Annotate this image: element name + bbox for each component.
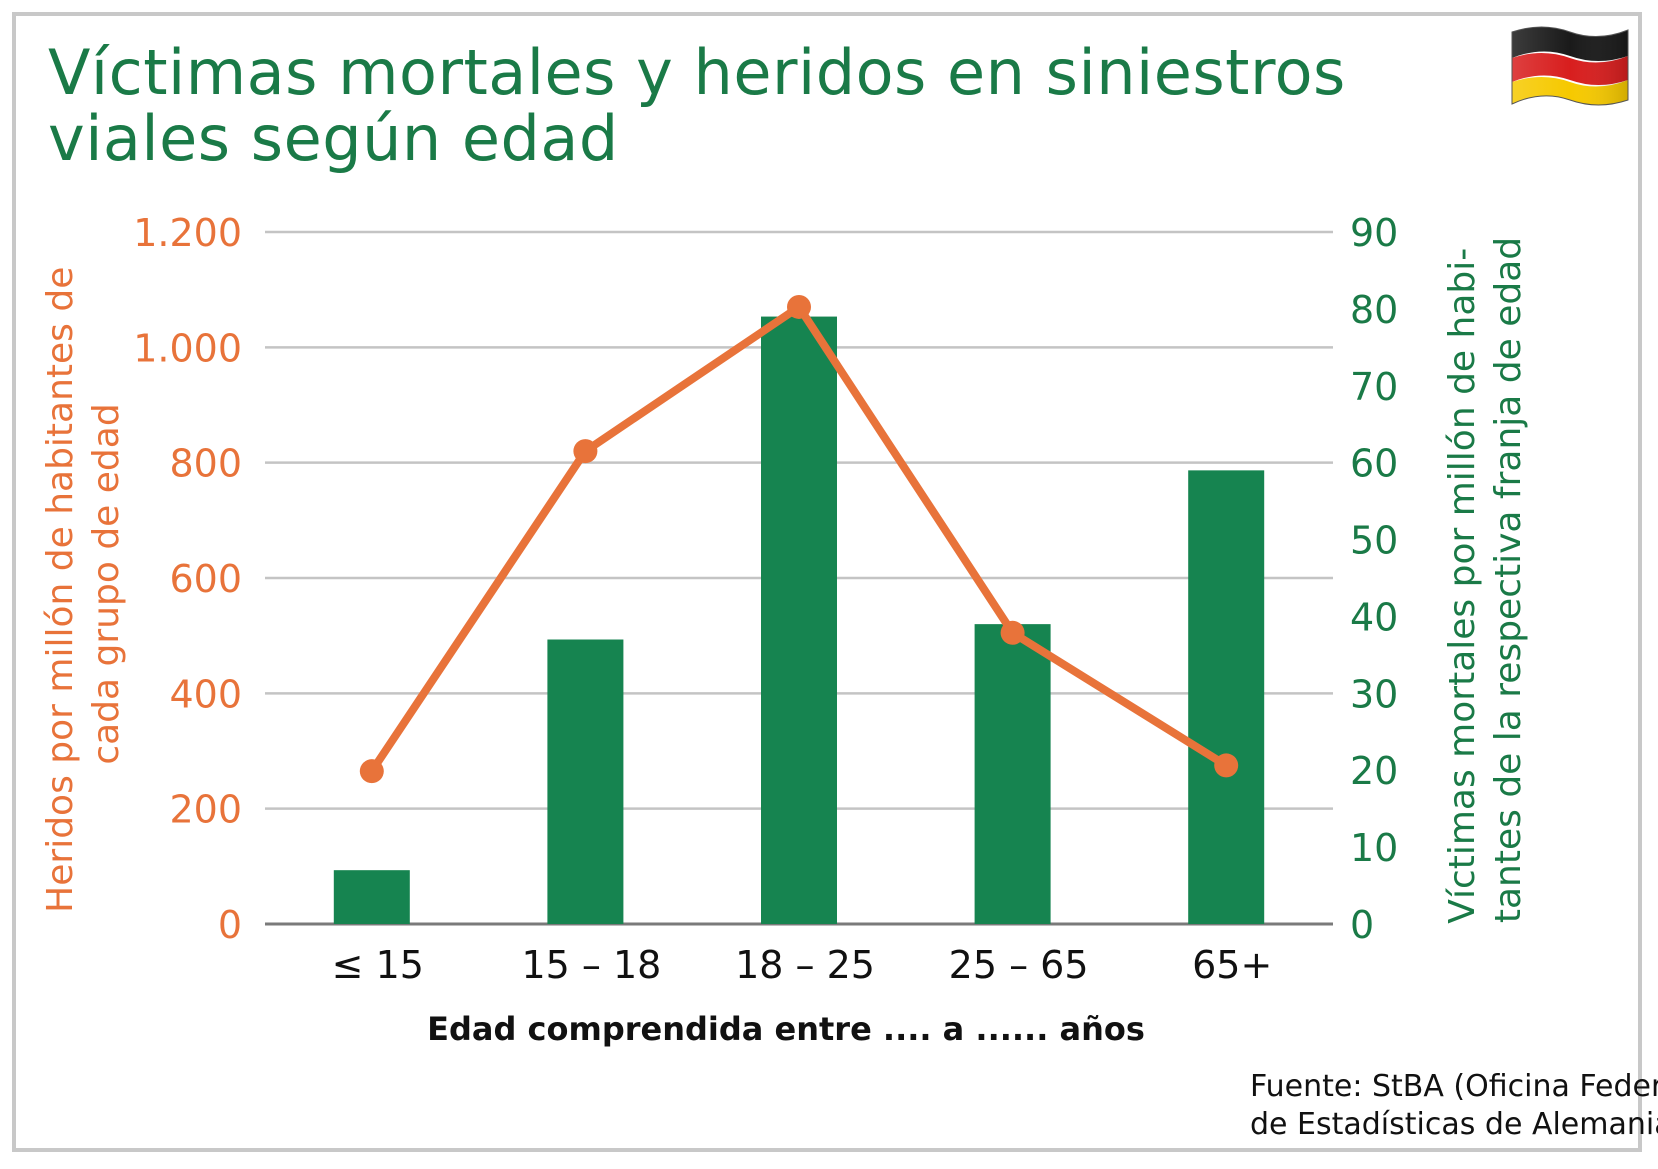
x-tick-label: 65+ xyxy=(1192,943,1272,987)
left-tick-label: 400 xyxy=(169,672,242,716)
bar-3 xyxy=(974,624,1051,924)
left-axis-label-line1: Heridos por millón de habitantes de xyxy=(40,267,81,913)
right-tick-label: 80 xyxy=(1350,288,1398,332)
source-line-2: de Estadísticas de Alemania) xyxy=(1250,1107,1658,1142)
right-tick-label: 40 xyxy=(1350,595,1398,639)
bar-0 xyxy=(333,870,410,924)
x-tick-label: ≤ 15 xyxy=(332,943,424,987)
left-tick-label: 600 xyxy=(169,557,242,601)
left-tick-label: 0 xyxy=(218,903,242,947)
line-point-0 xyxy=(359,759,384,784)
x-tick-label: 15 – 18 xyxy=(521,943,661,987)
x-tick-label: 25 – 65 xyxy=(949,943,1089,987)
germany-flag-icon xyxy=(1511,26,1629,106)
left-axis-label-line2: cada grupo de edad xyxy=(86,403,127,764)
right-axis-label-line1: Víctimas mortales por millón de habi- xyxy=(1442,248,1483,924)
source-note: Fuente: StBA (Oficina Federal de Estadís… xyxy=(1250,1068,1658,1144)
right-tick-label: 30 xyxy=(1350,672,1398,716)
left-tick-label: 1.200 xyxy=(133,211,242,255)
bar-1 xyxy=(547,639,624,924)
chart-title: Víctimas mortales y heridos en siniestro… xyxy=(48,36,1346,175)
right-tick-label: 50 xyxy=(1350,519,1398,563)
right-tick-label: 0 xyxy=(1350,903,1374,947)
right-tick-label: 60 xyxy=(1350,442,1398,486)
left-tick-label: 800 xyxy=(169,442,242,486)
x-axis-label: Edad comprendida entre .... a ...... año… xyxy=(427,1010,1145,1048)
line-point-2 xyxy=(787,294,811,319)
left-axis-label: Heridos por millón de habitantes de cada… xyxy=(40,255,127,913)
right-axis-label: Víctimas mortales por millón de habi- ta… xyxy=(1442,236,1529,923)
left-tick-label: 1.000 xyxy=(133,326,242,370)
source-line-1: Fuente: StBA (Oficina Federal xyxy=(1250,1069,1658,1104)
x-tick-label: 18 – 25 xyxy=(735,943,875,987)
bar-2 xyxy=(761,316,837,925)
right-tick-label: 20 xyxy=(1350,749,1398,793)
right-axis-label-line2: tantes de la respectiva franja de edad xyxy=(1488,237,1529,923)
line-point-4 xyxy=(1214,753,1239,778)
right-tick-label: 10 xyxy=(1350,826,1398,870)
right-tick-label: 70 xyxy=(1350,365,1398,409)
line-point-1 xyxy=(573,439,598,464)
left-tick-label: 200 xyxy=(169,788,242,832)
right-tick-label: 90 xyxy=(1350,211,1398,255)
line-point-3 xyxy=(1000,620,1025,645)
bar-4 xyxy=(1188,470,1265,924)
